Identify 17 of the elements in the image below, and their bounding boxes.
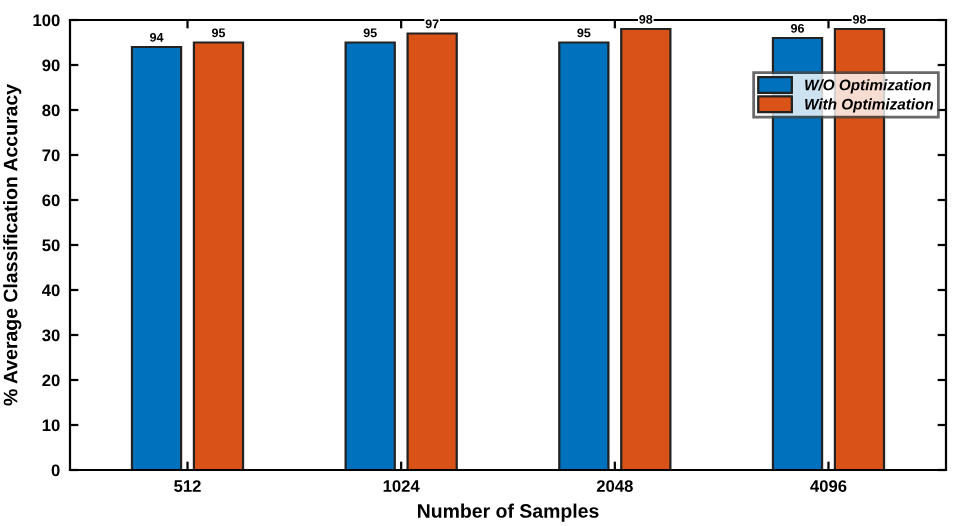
y-tick-label: 0 <box>51 464 60 477</box>
y-tick-label: 80 <box>42 104 60 117</box>
x-tick-label: 4096 <box>810 480 847 492</box>
x-tick-label: 2048 <box>596 480 633 492</box>
y-tick-label: 30 <box>42 329 60 342</box>
y-tick-label: 60 <box>42 194 60 207</box>
x-axis-title: Number of Samples <box>418 503 599 522</box>
y-tick-label: 10 <box>42 419 60 432</box>
y-tick-label: 100 <box>33 14 60 27</box>
x-tick-label: 512 <box>174 480 201 492</box>
y-tick-label: 70 <box>42 149 60 162</box>
y-tick-label: 20 <box>42 374 60 387</box>
x-tick-label: 1024 <box>383 480 420 492</box>
y-axis-title: % Average Classification Accuracy <box>3 84 22 406</box>
y-tick-label: 50 <box>42 239 60 252</box>
y-tick-label: 90 <box>42 59 60 72</box>
y-tick-label: 40 <box>41 284 60 297</box>
